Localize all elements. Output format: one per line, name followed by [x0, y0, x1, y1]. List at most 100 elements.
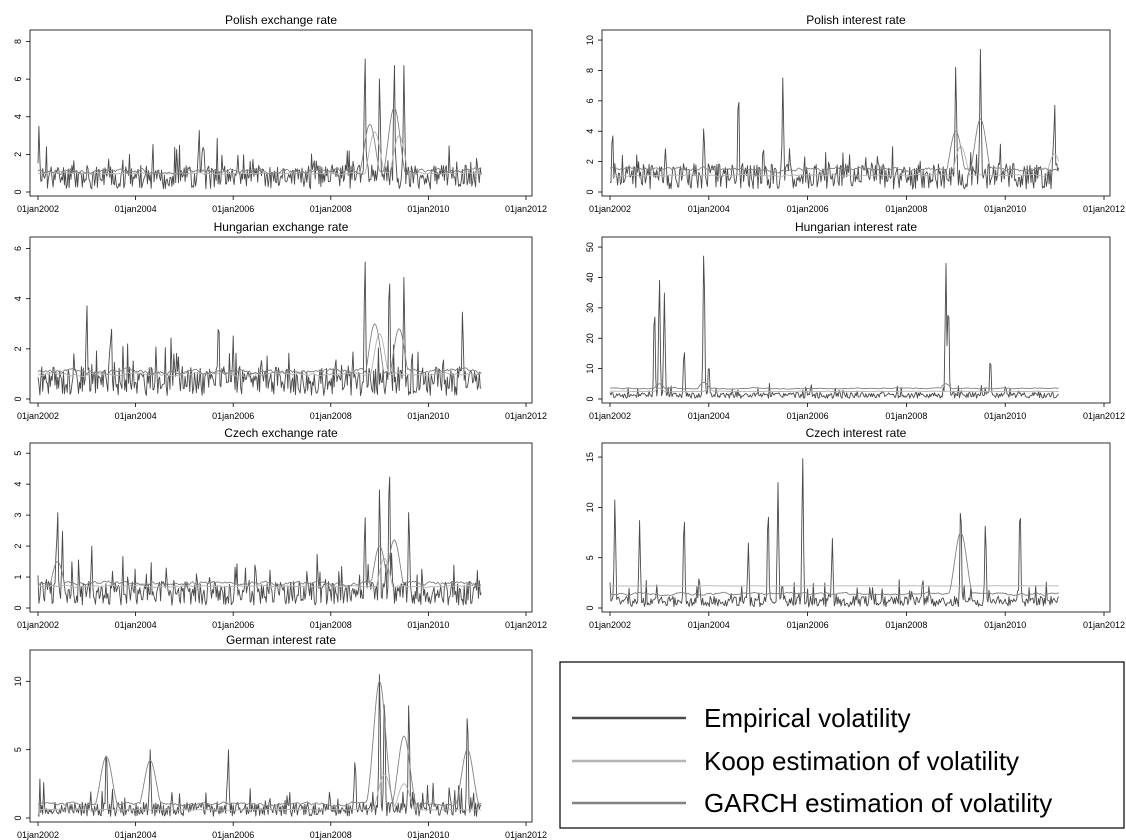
x-tick-label: 01jan2002	[589, 204, 631, 214]
x-tick-label: 01jan2004	[115, 411, 157, 421]
x-tick-label: 01jan2010	[984, 620, 1026, 630]
y-tick-label: 10	[585, 364, 595, 374]
chart-panel: Hungarian exchange rate 01jan2002 01jan200…	[13, 220, 547, 421]
series-line	[609, 255, 1059, 399]
x-tick-label: 01jan2002	[17, 411, 59, 421]
series-line	[37, 333, 482, 378]
series-line	[37, 558, 482, 589]
series-line	[609, 118, 1059, 174]
x-tick-label: 01jan2010	[407, 204, 449, 214]
y-tick-label: 5	[13, 747, 23, 752]
series-line	[37, 539, 482, 587]
x-tick-label: 01jan2006	[787, 411, 829, 421]
y-tick-label: 4	[585, 129, 595, 134]
series-line	[609, 146, 1060, 178]
x-tick-label: 01jan2010	[407, 411, 449, 421]
y-tick-label: 2	[13, 544, 23, 549]
series-line	[37, 106, 482, 176]
y-tick-label: 5	[585, 555, 595, 560]
chart-panel: Czech interest rate 01jan2002 01jan2004 01j…	[585, 426, 1125, 630]
plot-frame	[29, 29, 533, 197]
y-tick-label: 2	[585, 159, 595, 164]
legend-label-empirical: Empirical volatility	[704, 703, 911, 733]
y-tick-label: 0	[13, 605, 23, 610]
x-tick-label: 01jan2012	[1083, 620, 1125, 630]
x-tick-label: 01jan2004	[115, 620, 157, 630]
x-tick-label: 01jan2006	[212, 204, 254, 214]
x-tick-label: 01jan2010	[407, 830, 449, 840]
y-tick-label: 40	[585, 272, 595, 282]
x-tick-label: 01jan2008	[885, 411, 927, 421]
x-tick-label: 01jan2010	[984, 204, 1026, 214]
x-tick-label: 01jan2008	[885, 204, 927, 214]
x-tick-label: 01jan2004	[688, 204, 730, 214]
series-line	[37, 323, 482, 376]
x-tick-label: 01jan2012	[1083, 411, 1125, 421]
series-line	[609, 381, 1059, 390]
y-tick-label: 10	[585, 502, 595, 512]
y-tick-label: 4	[13, 482, 23, 487]
y-tick-label: 8	[585, 68, 595, 73]
plot-frame	[601, 236, 1111, 404]
y-tick-label: 0	[13, 189, 23, 194]
y-tick-label: 4	[13, 114, 23, 119]
legend-frame	[559, 661, 1125, 829]
y-tick-label: 0	[585, 189, 595, 194]
panel-title: Polish exchange rate	[225, 13, 337, 27]
x-tick-label: 01jan2006	[212, 620, 254, 630]
series-line	[609, 585, 1059, 587]
y-tick-label: 2	[13, 346, 23, 351]
x-tick-label: 01jan2004	[688, 620, 730, 630]
x-tick-label: 01jan2006	[787, 620, 829, 630]
y-tick-label: 6	[13, 246, 23, 251]
x-tick-label: 01jan2006	[212, 411, 254, 421]
y-tick-label: 8	[13, 39, 23, 44]
chart-panel: Polish exchange rate 01jan2002 01jan2004 01…	[13, 13, 547, 214]
series-line	[37, 674, 482, 817]
series-line	[37, 773, 482, 811]
y-tick-label: 5	[13, 451, 23, 456]
y-tick-label: 10	[13, 676, 23, 686]
x-tick-label: 01jan2002	[589, 620, 631, 630]
panel-title: Hungarian interest rate	[795, 220, 917, 234]
plot-frame	[601, 442, 1111, 613]
x-tick-label: 01jan2002	[17, 620, 59, 630]
x-tick-label: 01jan2002	[589, 411, 631, 421]
x-tick-label: 01jan2012	[505, 411, 547, 421]
plot-frame	[29, 442, 533, 613]
x-tick-label: 01jan2004	[115, 830, 157, 840]
chart-panel: Czech exchange rate 01jan2002 01jan2004 01j…	[13, 426, 547, 630]
x-tick-label: 01jan2012	[505, 830, 547, 840]
series-line	[37, 261, 482, 397]
x-tick-label: 01jan2004	[115, 204, 157, 214]
legend: Empirical volatility Koop estimation of …	[559, 661, 1125, 829]
legend-label-koop: Koop estimation of volatility	[704, 746, 1019, 776]
x-tick-label: 01jan2010	[407, 620, 449, 630]
panel-title: Hungarian exchange rate	[214, 220, 349, 234]
y-tick-label: 4	[13, 296, 23, 301]
y-tick-label: 30	[585, 303, 595, 313]
series-line	[37, 476, 482, 606]
plot-frame	[29, 649, 533, 823]
legend-label-garch: GARCH estimation of volatility	[704, 788, 1052, 818]
x-tick-label: 01jan2012	[505, 620, 547, 630]
series-line	[37, 131, 482, 176]
y-tick-label: 50	[585, 242, 595, 252]
series-line	[37, 680, 482, 808]
y-tick-label: 0	[13, 815, 23, 820]
panel-title: German interest rate	[226, 633, 336, 647]
x-tick-label: 01jan2008	[310, 620, 352, 630]
y-tick-label: 6	[585, 98, 595, 103]
x-tick-label: 01jan2006	[787, 204, 829, 214]
plot-frame	[601, 29, 1111, 197]
x-tick-label: 01jan2008	[885, 620, 927, 630]
series-line	[37, 58, 482, 190]
x-tick-label: 01jan2008	[310, 830, 352, 840]
y-tick-label: 0	[585, 396, 595, 401]
y-tick-label: 1	[13, 575, 23, 580]
x-tick-label: 01jan2012	[1083, 204, 1125, 214]
